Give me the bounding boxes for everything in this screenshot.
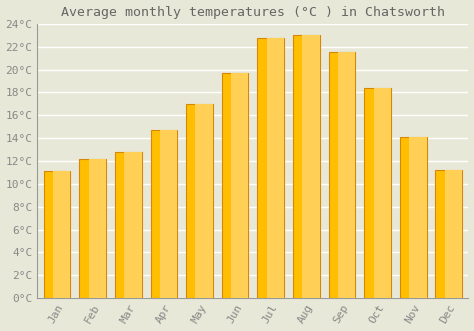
Bar bbox=[160, 130, 177, 298]
Bar bbox=[151, 130, 177, 298]
Bar bbox=[79, 159, 106, 298]
Bar bbox=[445, 170, 462, 298]
Bar bbox=[195, 104, 213, 298]
Bar bbox=[115, 152, 142, 298]
Bar bbox=[328, 52, 356, 298]
Bar bbox=[436, 170, 462, 298]
Bar bbox=[44, 171, 70, 298]
Bar bbox=[186, 104, 213, 298]
Bar bbox=[257, 38, 284, 298]
Bar bbox=[89, 159, 106, 298]
Bar bbox=[267, 38, 284, 298]
Bar bbox=[302, 35, 320, 298]
Bar bbox=[124, 152, 142, 298]
Bar bbox=[53, 171, 70, 298]
Bar bbox=[374, 88, 391, 298]
Title: Average monthly temperatures (°C ) in Chatsworth: Average monthly temperatures (°C ) in Ch… bbox=[61, 6, 445, 19]
Bar bbox=[293, 35, 320, 298]
Bar bbox=[400, 137, 427, 298]
Bar bbox=[222, 73, 248, 298]
Bar bbox=[231, 73, 248, 298]
Bar bbox=[364, 88, 391, 298]
Bar bbox=[409, 137, 427, 298]
Bar bbox=[338, 52, 356, 298]
